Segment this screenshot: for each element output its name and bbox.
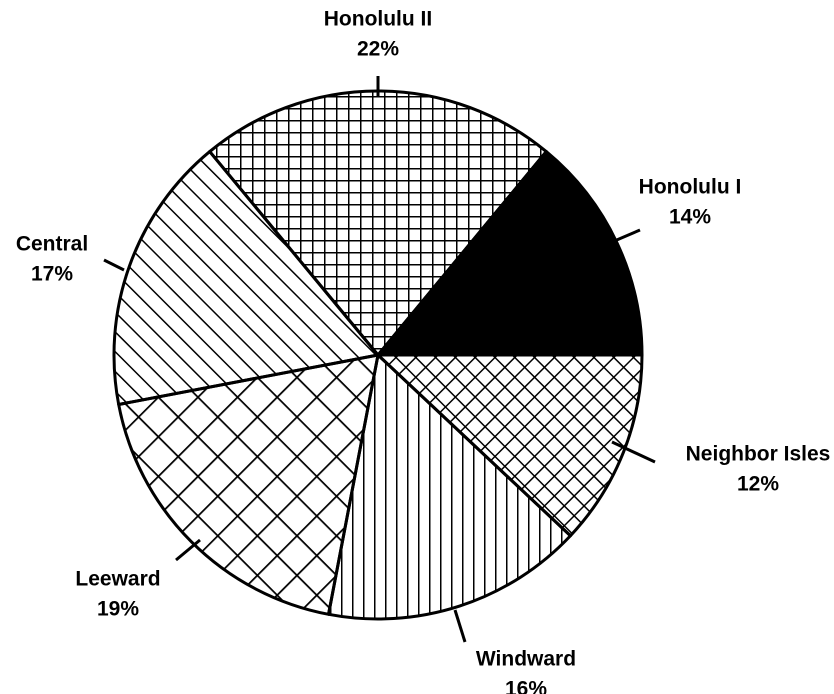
leader-line — [175, 538, 201, 562]
pie-slice — [376, 150, 644, 357]
slice-value-label: 19% — [97, 598, 139, 621]
slice-value-label: 14% — [669, 206, 711, 229]
pie-slice — [112, 150, 380, 406]
pie-slice — [376, 353, 644, 538]
slice-value-label: 17% — [31, 263, 73, 286]
leader-line — [453, 609, 467, 643]
pie-slice — [327, 353, 572, 621]
slice-label: Honolulu II — [324, 8, 432, 31]
slice-value-label: 16% — [505, 678, 547, 694]
slice-label: Honolulu I — [639, 176, 742, 199]
slice-label: Leeward — [75, 568, 160, 591]
slice-label: Central — [16, 233, 88, 256]
leader-line — [103, 258, 125, 272]
slice-label: Windward — [476, 648, 576, 671]
leader-line — [611, 228, 641, 244]
pie-slice — [117, 353, 380, 616]
slice-label: Neighbor Isles — [686, 443, 831, 466]
leader-line — [611, 440, 656, 464]
slice-value-label: 22% — [357, 38, 399, 61]
slice-value-label: 12% — [737, 473, 779, 496]
